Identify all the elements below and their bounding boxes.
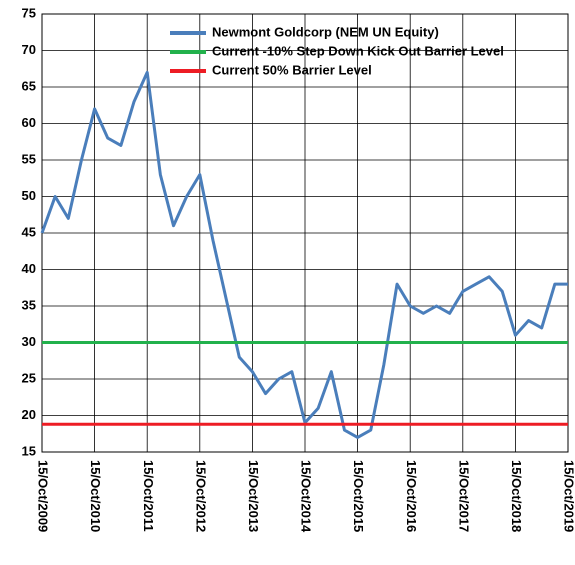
x-tick-label: 15/Oct/2018 (509, 460, 524, 532)
x-tick-label: 15/Oct/2011 (141, 460, 156, 532)
x-tick-label: 15/Oct/2019 (562, 460, 575, 532)
y-tick-label: 40 (22, 261, 36, 276)
y-tick-label: 55 (22, 151, 36, 166)
x-tick-label: 15/Oct/2016 (404, 460, 419, 532)
y-tick-label: 70 (22, 42, 36, 57)
x-tick-label: 15/Oct/2009 (36, 460, 51, 532)
x-tick-label: 15/Oct/2010 (88, 460, 103, 532)
y-tick-label: 65 (22, 78, 36, 93)
y-tick-label: 20 (22, 407, 36, 422)
y-tick-label: 15 (22, 443, 36, 458)
y-tick-label: 35 (22, 297, 36, 312)
y-tick-label: 50 (22, 188, 36, 203)
x-tick-label: 15/Oct/2012 (193, 460, 208, 532)
x-tick-label: 15/Oct/2017 (456, 460, 471, 532)
x-tick-label: 15/Oct/2014 (299, 460, 314, 533)
y-tick-label: 45 (22, 224, 36, 239)
y-tick-label: 75 (22, 5, 36, 20)
x-tick-label: 15/Oct/2015 (351, 460, 366, 532)
y-tick-label: 25 (22, 370, 36, 385)
legend-label: Newmont Goldcorp (NEM UN Equity) (212, 24, 439, 39)
legend-label: Current 50% Barrier Level (212, 62, 372, 77)
x-tick-label: 15/Oct/2013 (246, 460, 261, 532)
y-tick-label: 30 (22, 334, 36, 349)
legend-label: Current -10% Step Down Kick Out Barrier … (212, 43, 504, 58)
y-tick-label: 60 (22, 115, 36, 130)
